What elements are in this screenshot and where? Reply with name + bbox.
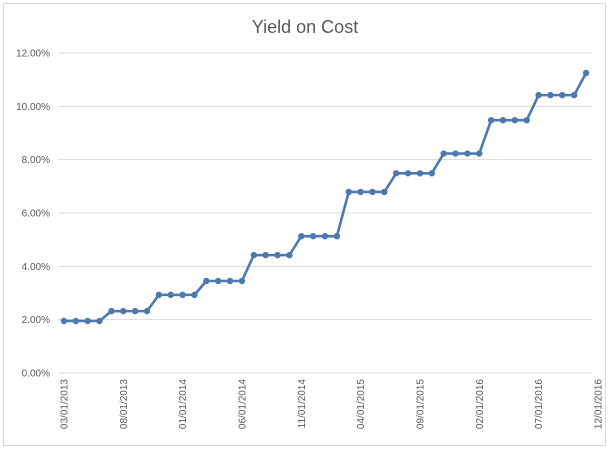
data-point (215, 277, 222, 285)
data-point (582, 69, 590, 77)
data-point (321, 233, 329, 240)
x-tick-label: 01/01/2014 (178, 379, 189, 429)
data-point (404, 170, 412, 177)
y-tick-label: 4.00% (22, 262, 50, 273)
data-point (298, 233, 305, 240)
y-tick-label: 6.00% (22, 209, 50, 220)
data-point (179, 291, 186, 299)
data-point (84, 317, 91, 325)
x-tick-label: 06/01/2014 (237, 379, 248, 429)
data-point (511, 117, 519, 124)
x-axis-ticks: 03/01/2013 08/01/2013 01/01/2014 06/01/2014… (59, 379, 604, 429)
y-tick-label: 10.00% (16, 102, 50, 113)
x-tick-label: 02/01/2016 (475, 379, 486, 429)
data-point (167, 291, 174, 299)
data-point (357, 188, 364, 196)
x-tick-label: 09/01/2015 (415, 379, 426, 429)
data-point (428, 170, 435, 177)
x-tick-label: 03/01/2013 (59, 379, 70, 429)
data-point (345, 188, 352, 196)
data-point (120, 307, 127, 315)
data-point (203, 277, 210, 285)
data-point (108, 307, 115, 315)
line-chart: Yield on Cost 0.00% 2.00% 4.00% 6.00% 8.00% 1… (16, 17, 604, 429)
data-point (547, 91, 554, 99)
data-point (523, 117, 530, 124)
y-tick-label: 0.00% (22, 369, 50, 380)
data-point (381, 188, 388, 196)
data-point (452, 150, 459, 157)
x-tick-label: 07/01/2016 (534, 379, 545, 429)
data-point (72, 317, 80, 325)
data-point (476, 150, 483, 157)
data-point (559, 91, 566, 99)
x-tick-label: 11/01/2014 (297, 379, 308, 429)
data-point (369, 188, 376, 196)
data-point (499, 117, 507, 124)
data-point (60, 317, 68, 325)
data-point (464, 150, 471, 157)
data-point (535, 91, 542, 99)
data-point (143, 307, 151, 315)
data-points (60, 69, 590, 325)
series-line (63, 72, 588, 323)
data-point (309, 233, 317, 240)
data-point (440, 150, 447, 157)
data-point (262, 251, 269, 259)
x-tick-label: 04/01/2015 (356, 379, 367, 429)
data-point (250, 251, 257, 259)
data-point (96, 317, 103, 325)
chart-title: Yield on Cost (252, 17, 358, 37)
y-tick-label: 8.00% (22, 155, 50, 166)
data-point (416, 170, 424, 177)
data-point (155, 291, 163, 299)
data-point (393, 170, 400, 177)
data-point (191, 291, 198, 299)
data-point (333, 233, 341, 240)
x-tick-label: 12/01/2016 (593, 379, 604, 429)
y-tick-label: 2.00% (22, 315, 50, 326)
data-point (238, 277, 246, 285)
data-point (487, 117, 495, 124)
data-point (131, 307, 139, 315)
data-point (571, 91, 578, 99)
data-point (286, 251, 293, 259)
chart-frame: Yield on Cost 0.00% 2.00% 4.00% 6.00% 8.00% 1… (3, 3, 606, 446)
data-point (274, 251, 281, 259)
x-tick-label: 08/01/2013 (119, 379, 130, 429)
y-tick-label: 12.00% (16, 49, 50, 60)
data-point (226, 277, 234, 285)
gridlines (58, 52, 592, 374)
y-axis-ticks: 0.00% 2.00% 4.00% 6.00% 8.00% 10.00% 12.00% (16, 49, 50, 380)
